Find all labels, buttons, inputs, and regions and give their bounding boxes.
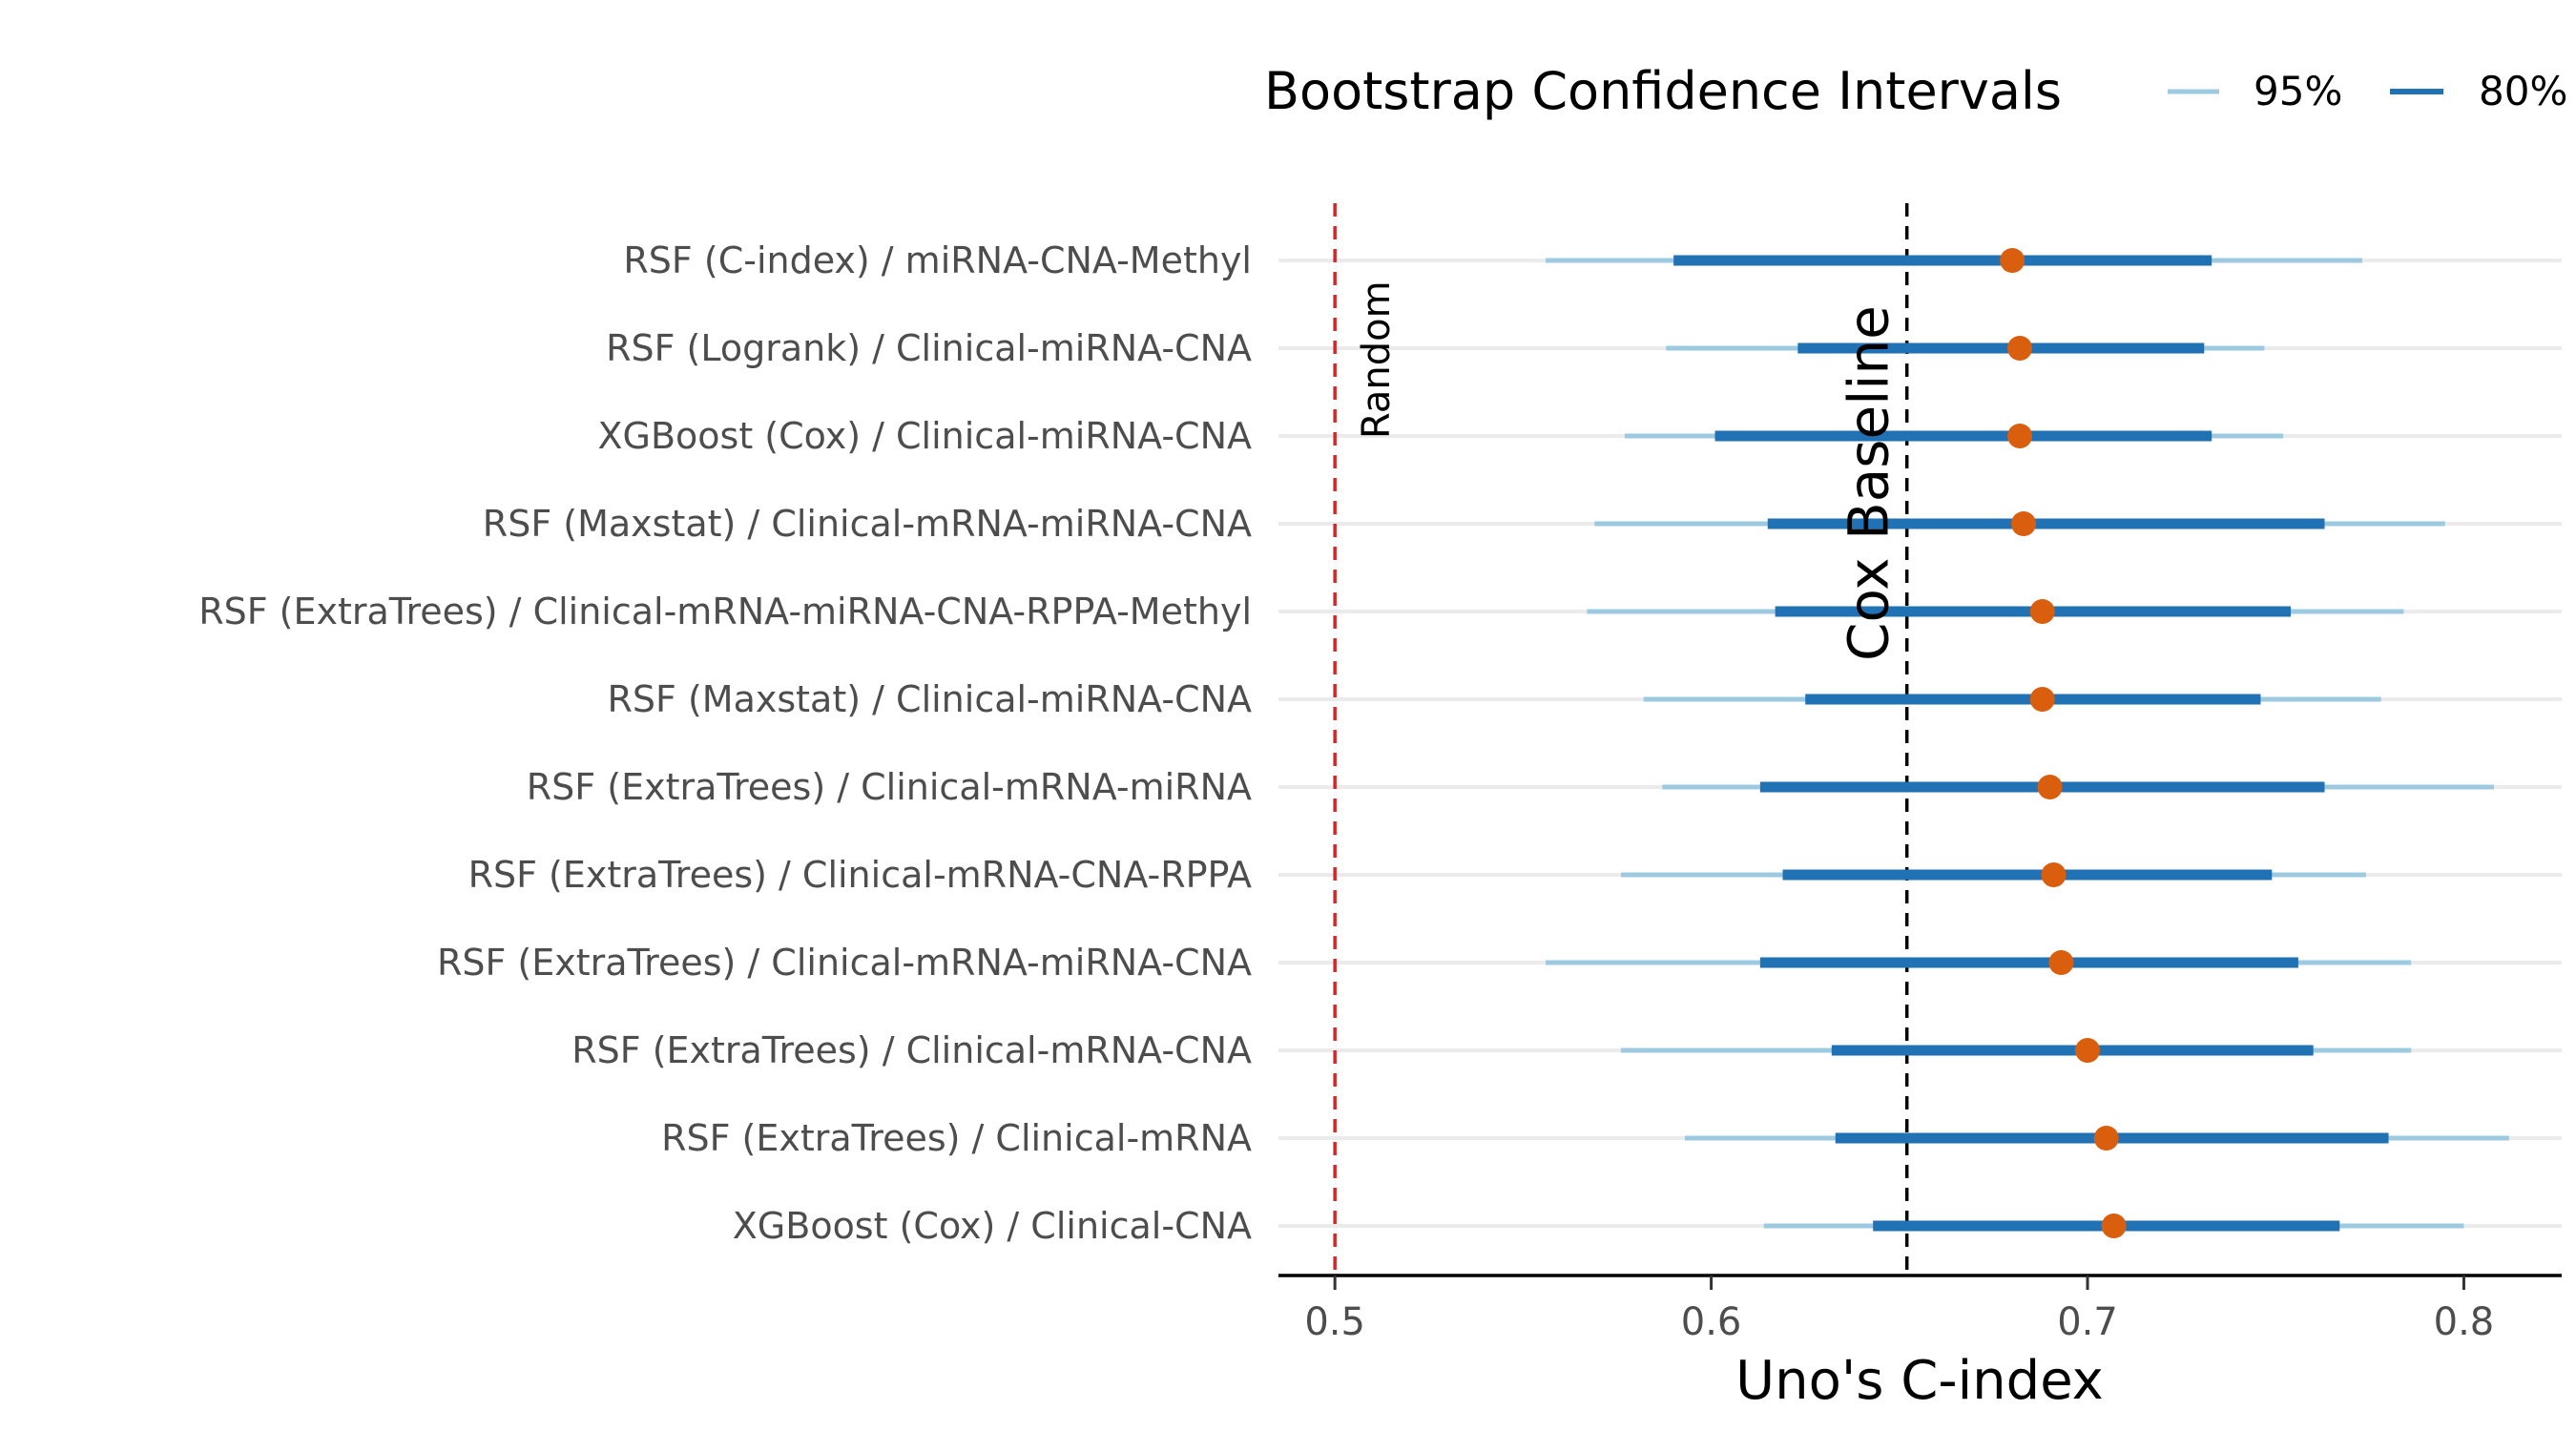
row-label: XGBoost (Cox) / Clinical-CNA (733, 1205, 1252, 1247)
legend-80-label: 80% (2479, 68, 2567, 114)
x-tick-label: 0.6 (1681, 1300, 1742, 1344)
estimate-point (2007, 336, 2033, 361)
estimate-point (2029, 599, 2055, 624)
row-label: RSF (Maxstat) / Clinical-miRNA-CNA (608, 678, 1252, 720)
estimate-point (2093, 1126, 2119, 1151)
x-axis-ticks: 0.5 0.6 0.7 0.8 (1304, 1275, 2494, 1344)
estimate-point (2007, 424, 2033, 448)
row-labels: RSF (C-index) / miRNA-CNA-Methyl RSF (Log… (198, 239, 1252, 1247)
x-tick-label: 0.8 (2434, 1300, 2495, 1344)
estimate-points (2000, 248, 2127, 1238)
estimate-point (2029, 687, 2055, 712)
row-label: RSF (ExtraTrees) / Clinical-mRNA-CNA-RPP… (468, 854, 1252, 896)
random-annotation: Random (1355, 280, 1399, 439)
row-label: RSF (ExtraTrees) / Clinical-mRNA-CNA (571, 1029, 1252, 1071)
estimate-point (2037, 775, 2063, 799)
row-label: RSF (ExtraTrees) / Clinical-mRNA (661, 1117, 1252, 1159)
row-label: RSF (Logrank) / Clinical-miRNA-CNA (606, 327, 1252, 369)
legend-title: Bootstrap Confidence Intervals (1264, 61, 2062, 121)
row-label: RSF (ExtraTrees) / Clinical-mRNA-miRNA-C… (437, 942, 1252, 984)
legend: Bootstrap Confidence Intervals 95% 80% (1264, 61, 2567, 121)
row-gridlines (1278, 259, 2562, 1228)
x-tick-label: 0.5 (1304, 1300, 1365, 1344)
row-label: RSF (C-index) / miRNA-CNA-Methyl (623, 239, 1252, 281)
row-label: RSF (ExtraTrees) / Clinical-mRNA-miRNA (527, 766, 1252, 808)
estimate-point (2041, 862, 2067, 887)
cox-baseline-annotation: Cox Baseline (1837, 305, 1901, 661)
row-label: XGBoost (Cox) / Clinical-miRNA-CNA (597, 415, 1252, 457)
estimate-point (2048, 950, 2074, 975)
row-label: RSF (Maxstat) / Clinical-mRNA-miRNA-CNA (483, 503, 1252, 545)
x-tick-label: 0.7 (2057, 1300, 2118, 1344)
ci95-bars (1546, 258, 2509, 1229)
estimate-point (2000, 248, 2025, 273)
estimate-point (2101, 1213, 2127, 1238)
ci80-bars (1673, 255, 2389, 1232)
x-axis-title: Uno's C-index (1735, 1350, 2104, 1412)
estimate-point (2010, 511, 2036, 536)
estimate-point (2075, 1038, 2101, 1063)
row-label: RSF (ExtraTrees) / Clinical-mRNA-miRNA-C… (198, 591, 1252, 633)
legend-95-label: 95% (2254, 68, 2342, 114)
